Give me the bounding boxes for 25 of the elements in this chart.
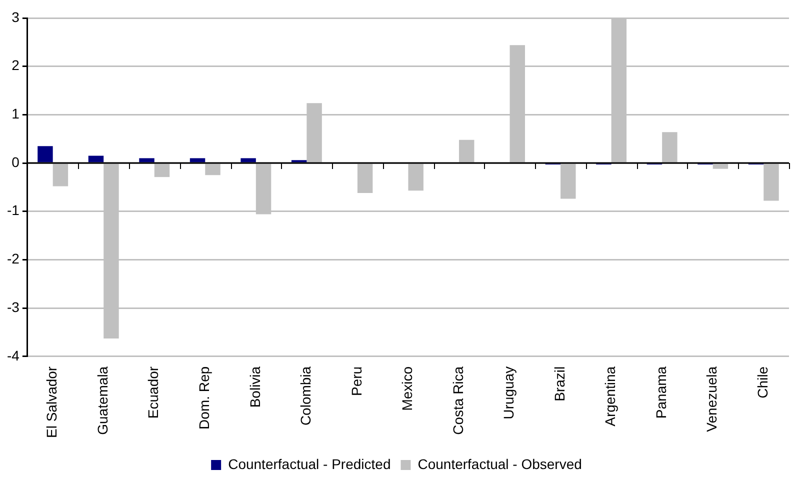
x-tick-label: Guatemala [94, 366, 110, 435]
y-tick-label: 0 [12, 154, 20, 170]
x-tick-label: Costa Rica [450, 366, 466, 435]
x-tick-label: Ecuador [145, 366, 162, 419]
x-tick-label: El Salvador [44, 366, 60, 438]
x-tick-label: Colombia [298, 366, 314, 426]
x-tick-label: Brazil [551, 366, 568, 402]
x-tick-label: Uruguay [500, 366, 517, 420]
y-tick-label: -4 [6, 347, 20, 364]
x-tick-label: Chile [754, 366, 770, 398]
x-tick-label: Bolivia [246, 366, 263, 408]
y-tick-label: -2 [6, 250, 20, 267]
y-tick-label: -3 [6, 298, 20, 315]
x-tick-label: Venezuela [704, 366, 720, 432]
y-tick-label: 1 [12, 106, 20, 122]
x-tick-label: Dom. Rep [196, 366, 212, 430]
x-tick-label: Argentina [602, 366, 618, 426]
x-tick-label: Panama [652, 366, 669, 419]
x-tick-label: Mexico [399, 366, 416, 411]
legend-label: Counterfactual - Observed [418, 456, 582, 472]
y-tick-label: -1 [6, 202, 20, 218]
y-tick-label: 2 [12, 57, 20, 74]
legend-label: Counterfactual - Predicted [228, 456, 391, 472]
y-tick-label: 3 [12, 8, 20, 25]
x-tick-label: Peru [348, 366, 364, 396]
